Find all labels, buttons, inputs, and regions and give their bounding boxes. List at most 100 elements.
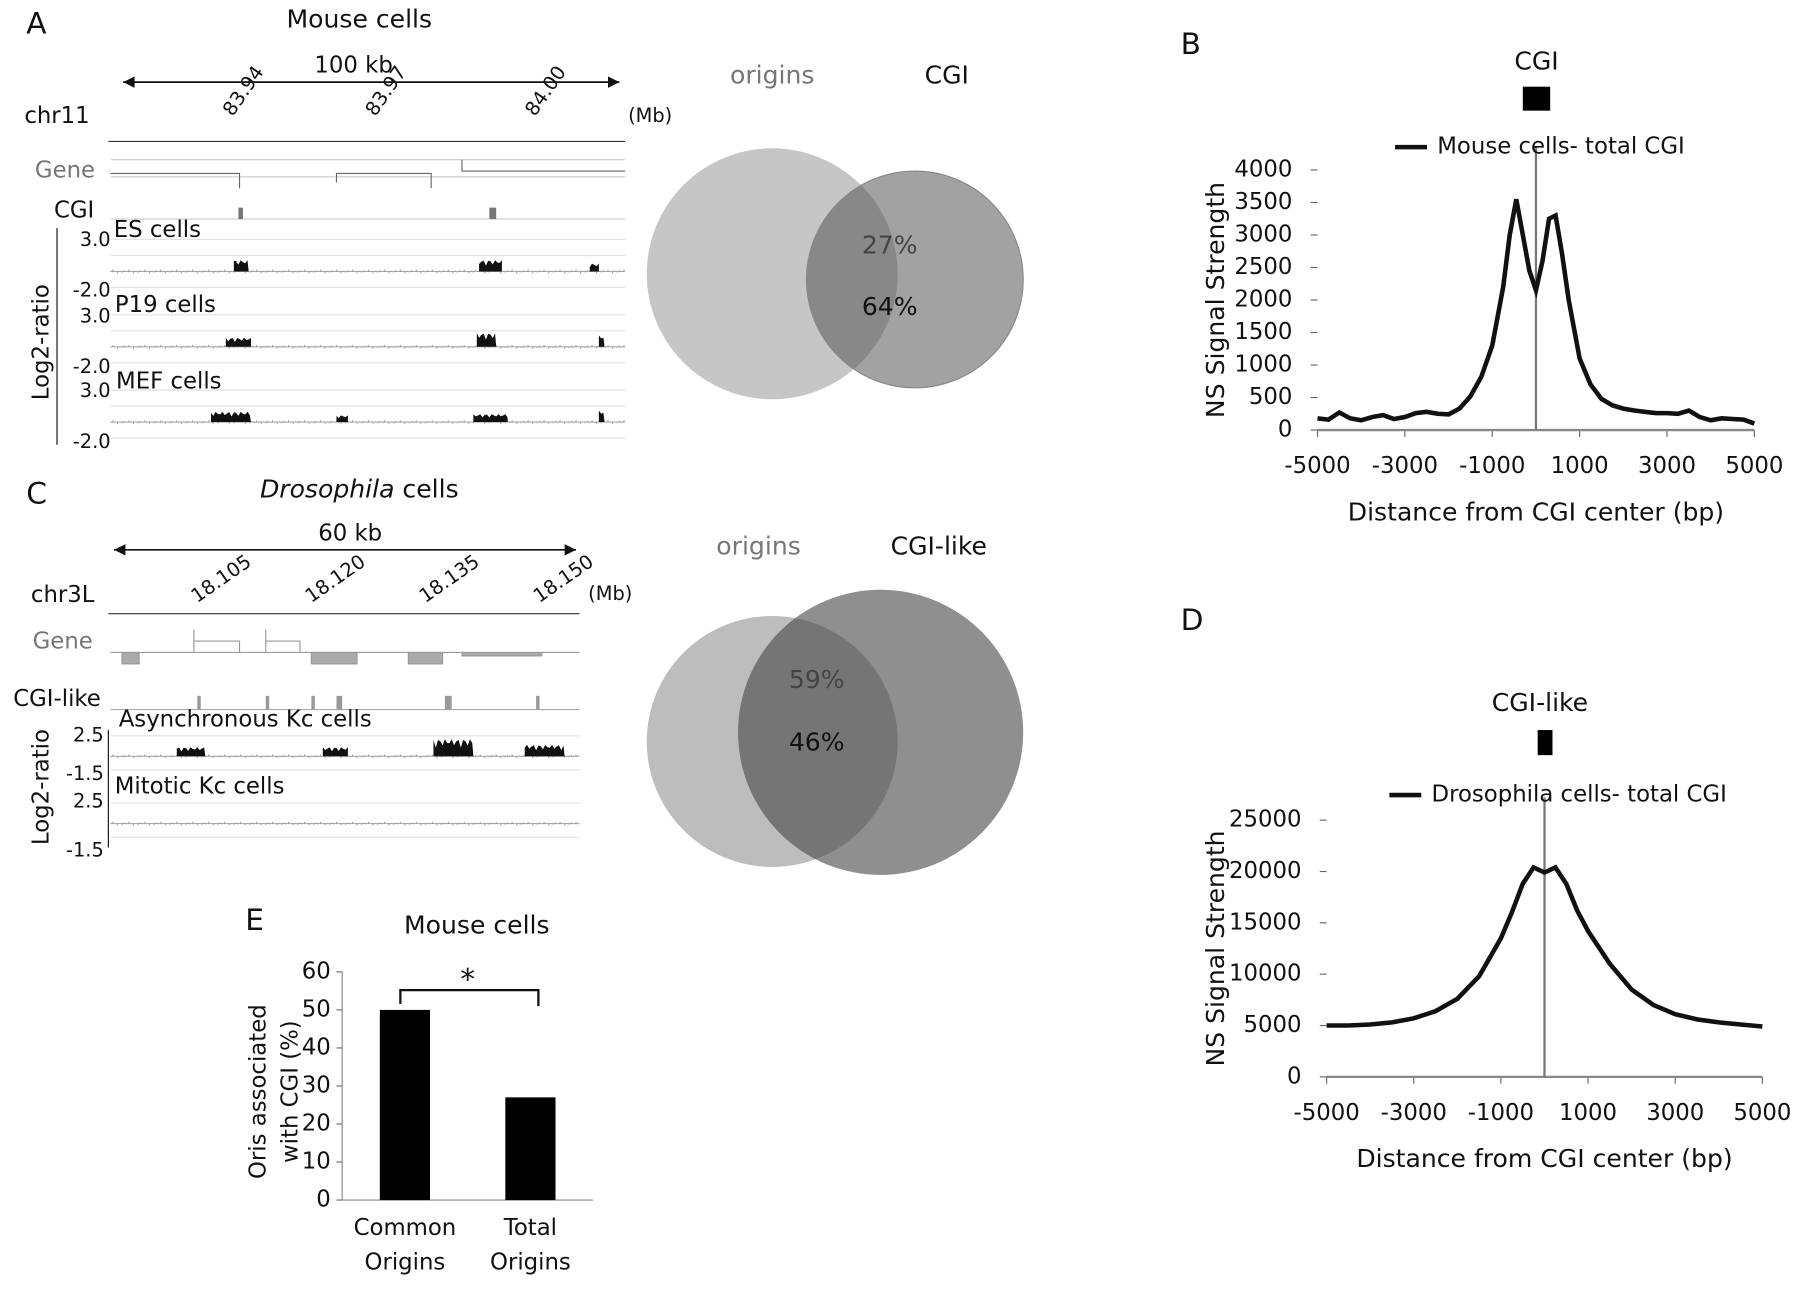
x-axis-label: Distance from CGI center (bp) [1356,1144,1732,1173]
panel-label: A [26,6,47,41]
signal-tracks [110,238,626,439]
range-label: -1.5 [66,762,104,785]
x-tick-label: -1000 [1459,453,1525,479]
y-tick-label: 0 [316,1187,331,1213]
panel-label: B [1181,26,1201,61]
venn-set: CGI [925,60,969,89]
y-tick-label: 10 [302,1149,331,1175]
cgi-track [110,207,626,220]
track-peak [473,414,508,423]
x-tick-label: Common [354,1215,457,1241]
series-line [1317,198,1756,426]
x-tick-label: -5000 [1293,1100,1359,1126]
gene-track [110,159,626,189]
y-tick-label: 1500 [1234,319,1292,345]
panel-title: Drosophila cells [260,475,459,504]
x-tick-label: 1000 [1559,1100,1617,1126]
sample-name: MEF cells [116,369,222,395]
y-tick-label: 15000 [1229,909,1302,935]
venn-value: 59% [789,665,845,694]
venn-set: CGI-like [891,532,987,561]
panel-label: E [245,902,264,937]
y-tick-label: 40 [302,1034,331,1060]
track-peak [336,415,348,423]
y-tick-label: 50 [302,996,331,1022]
venn-circle [805,170,1024,389]
legend-label: Drosophila cells- total CGI [1432,782,1727,808]
x-tick-label: 3000 [1638,453,1696,479]
range-label: -1.5 [66,838,104,861]
track-peak [598,410,605,423]
sample-name: Asynchronous Kc cells [119,706,372,732]
range-label: 3.0 [80,305,111,328]
panel-label: D [1181,602,1204,637]
venn-value: 64% [862,292,918,321]
track-peak [433,739,474,757]
x-tick-label: 3000 [1646,1100,1704,1126]
y-tick-label: 20000 [1229,858,1302,884]
y-tick-label: 20 [302,1110,331,1136]
track-name: CGI [54,198,94,224]
chart-title: CGI-like [1492,688,1588,717]
track-peak [589,263,599,272]
feature-box [1537,730,1553,756]
venn-set: origins [730,60,814,89]
coord-tick: 83.94 [218,61,269,120]
y-tick-label: 0 [1287,1063,1302,1089]
x-axis-label: Distance from CGI center (bp) [1348,497,1724,526]
y-tick-label: 10000 [1229,961,1302,987]
y-tick-label: 0 [1278,417,1293,443]
series-line [1326,864,1763,1029]
track-peak [322,747,348,757]
x-tick-label: Origins [365,1249,446,1275]
title-italic: Drosophila [260,475,395,504]
y-tick-label: 5000 [1243,1012,1301,1038]
track-peak [211,411,251,423]
x-tick-label: -3000 [1372,453,1438,479]
venn-value: 46% [789,728,845,757]
range-label: 2.5 [73,789,104,812]
x-tick-label: 5000 [1733,1100,1791,1126]
y-tick-label: 25000 [1229,807,1302,833]
track-name: CGI-like [13,686,101,712]
chrom-label: chr11 [24,103,89,129]
x-tick-label: Origins [490,1249,571,1275]
sample-name: ES cells [114,217,201,243]
track-peak [479,260,502,272]
unit-label: (Mb) [588,582,632,605]
y-tick-label: 60 [302,958,331,984]
track-peak [225,337,251,347]
venn-value: 27% [862,230,918,259]
x-tick-label: Total [503,1215,557,1241]
y-axis-label: NS Signal Strength [1201,830,1230,1066]
track-peak [598,335,605,347]
coord-tick: 18.105 [187,550,256,608]
coord-tick: 18.135 [415,550,484,608]
bar [379,1009,431,1201]
x-tick-label: -1000 [1468,1100,1534,1126]
track-name: Gene [35,158,95,184]
significance-bracket [399,988,540,1007]
axis-label: Log2-ratio [29,284,55,400]
range-label: 2.5 [73,723,104,746]
unit-label: (Mb) [628,104,672,127]
feature-box [1522,86,1551,111]
scale-label: 100 kb [314,53,392,79]
coord-tick: 84.00 [520,61,571,120]
track-peak [233,260,249,272]
y-tick-label: 2000 [1234,287,1292,313]
y-tick-label: 1000 [1234,352,1292,378]
sample-name: P19 cells [115,292,216,318]
y-axis-label: with CGI (%) [277,1020,303,1163]
chart-title: Mouse cells [404,910,550,939]
y-tick-label: 3500 [1234,189,1292,215]
y-tick-label: 500 [1249,384,1293,410]
y-tick-label: 3000 [1234,221,1292,247]
chart-title: CGI [1514,47,1558,76]
range-label: -2.0 [73,278,111,301]
chrom-label: chr3L [31,582,95,608]
track-name: Gene [33,629,93,655]
title-rest: cells [402,475,458,504]
y-tick-label: 30 [302,1072,331,1098]
